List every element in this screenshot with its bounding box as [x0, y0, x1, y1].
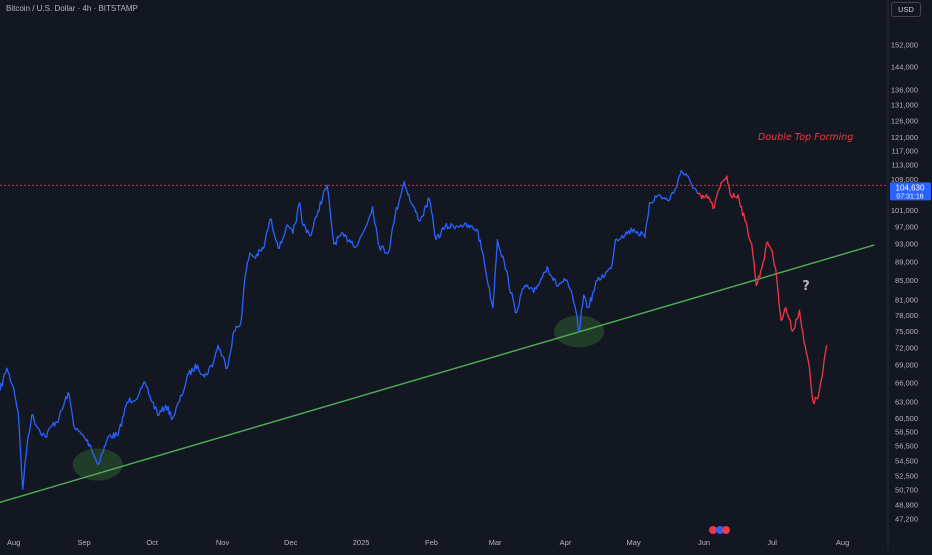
y-tick-label: 72,000 [895, 343, 918, 352]
y-tick-label: 89,000 [895, 257, 918, 266]
x-tick-label: Jun [698, 538, 710, 547]
y-tick-label: 97,000 [895, 223, 918, 232]
y-tick-label: 78,000 [895, 311, 918, 320]
y-tick-label: 63,000 [895, 398, 918, 407]
x-tick-label: Aug [7, 538, 20, 547]
y-tick-label: 131,000 [891, 101, 918, 110]
event-icon[interactable] [716, 526, 724, 534]
y-tick-label: 101,000 [891, 206, 918, 215]
y-tick-label: 144,000 [891, 62, 918, 71]
event-icons[interactable] [709, 526, 730, 534]
x-tick-label: Aug [836, 538, 849, 547]
y-tick-label: 117,000 [891, 146, 918, 155]
event-icon[interactable] [722, 526, 730, 534]
y-tick-label: 58,500 [895, 428, 918, 437]
trendline[interactable] [0, 244, 875, 503]
y-tick-label: 69,000 [895, 361, 918, 370]
history-line[interactable] [0, 169, 698, 490]
y-tick-label: 152,000 [891, 40, 918, 49]
x-tick-label: Sep [77, 538, 90, 547]
x-tick-label: Feb [425, 538, 438, 547]
y-tick-label: 113,000 [891, 161, 918, 170]
y-tick-label: 47,200 [895, 515, 918, 524]
y-tick-label: 60,500 [895, 414, 918, 423]
y-tick-label: 48,900 [895, 500, 918, 509]
projection-line[interactable] [696, 175, 828, 405]
question-mark: ? [802, 279, 810, 294]
y-tick-label: 56,500 [895, 442, 918, 451]
y-tick-label: 50,700 [895, 486, 918, 495]
x-tick-label: 2025 [353, 538, 370, 547]
x-tick-label: Jul [767, 538, 777, 547]
y-tick-label: 93,000 [895, 240, 918, 249]
x-tick-label: Nov [216, 538, 230, 547]
x-tick-label: Dec [284, 538, 298, 547]
event-icon[interactable] [709, 526, 717, 534]
y-tick-label: 109,000 [891, 175, 918, 184]
symbol-title[interactable]: Bitcoin / U.S. Dollar · 4h · BITSTAMP [6, 4, 138, 13]
currency-button[interactable]: USD [891, 2, 921, 17]
x-tick-label: Apr [560, 538, 572, 547]
y-tick-label: 126,000 [891, 116, 918, 125]
x-tick-label: May [627, 538, 641, 547]
y-tick-label: 75,000 [895, 327, 918, 336]
y-tick-label: 52,500 [895, 471, 918, 480]
price-badge-value: 104,630 [896, 183, 925, 192]
y-tick-label: 54,500 [895, 456, 918, 465]
y-tick-label: 66,000 [895, 379, 918, 388]
y-tick-label: 81,000 [895, 296, 918, 305]
x-tick-label: Mar [489, 538, 502, 547]
pattern-label: Double Top Forming [758, 132, 853, 143]
y-tick-label: 85,000 [895, 276, 918, 285]
y-tick-label: 136,000 [891, 85, 918, 94]
x-tick-label: Oct [146, 538, 159, 547]
price-badge-countdown: 07:31:16 [896, 193, 923, 200]
price-badge: 104,630 07:31:16 [890, 182, 931, 201]
y-tick-label: 121,000 [891, 133, 918, 142]
